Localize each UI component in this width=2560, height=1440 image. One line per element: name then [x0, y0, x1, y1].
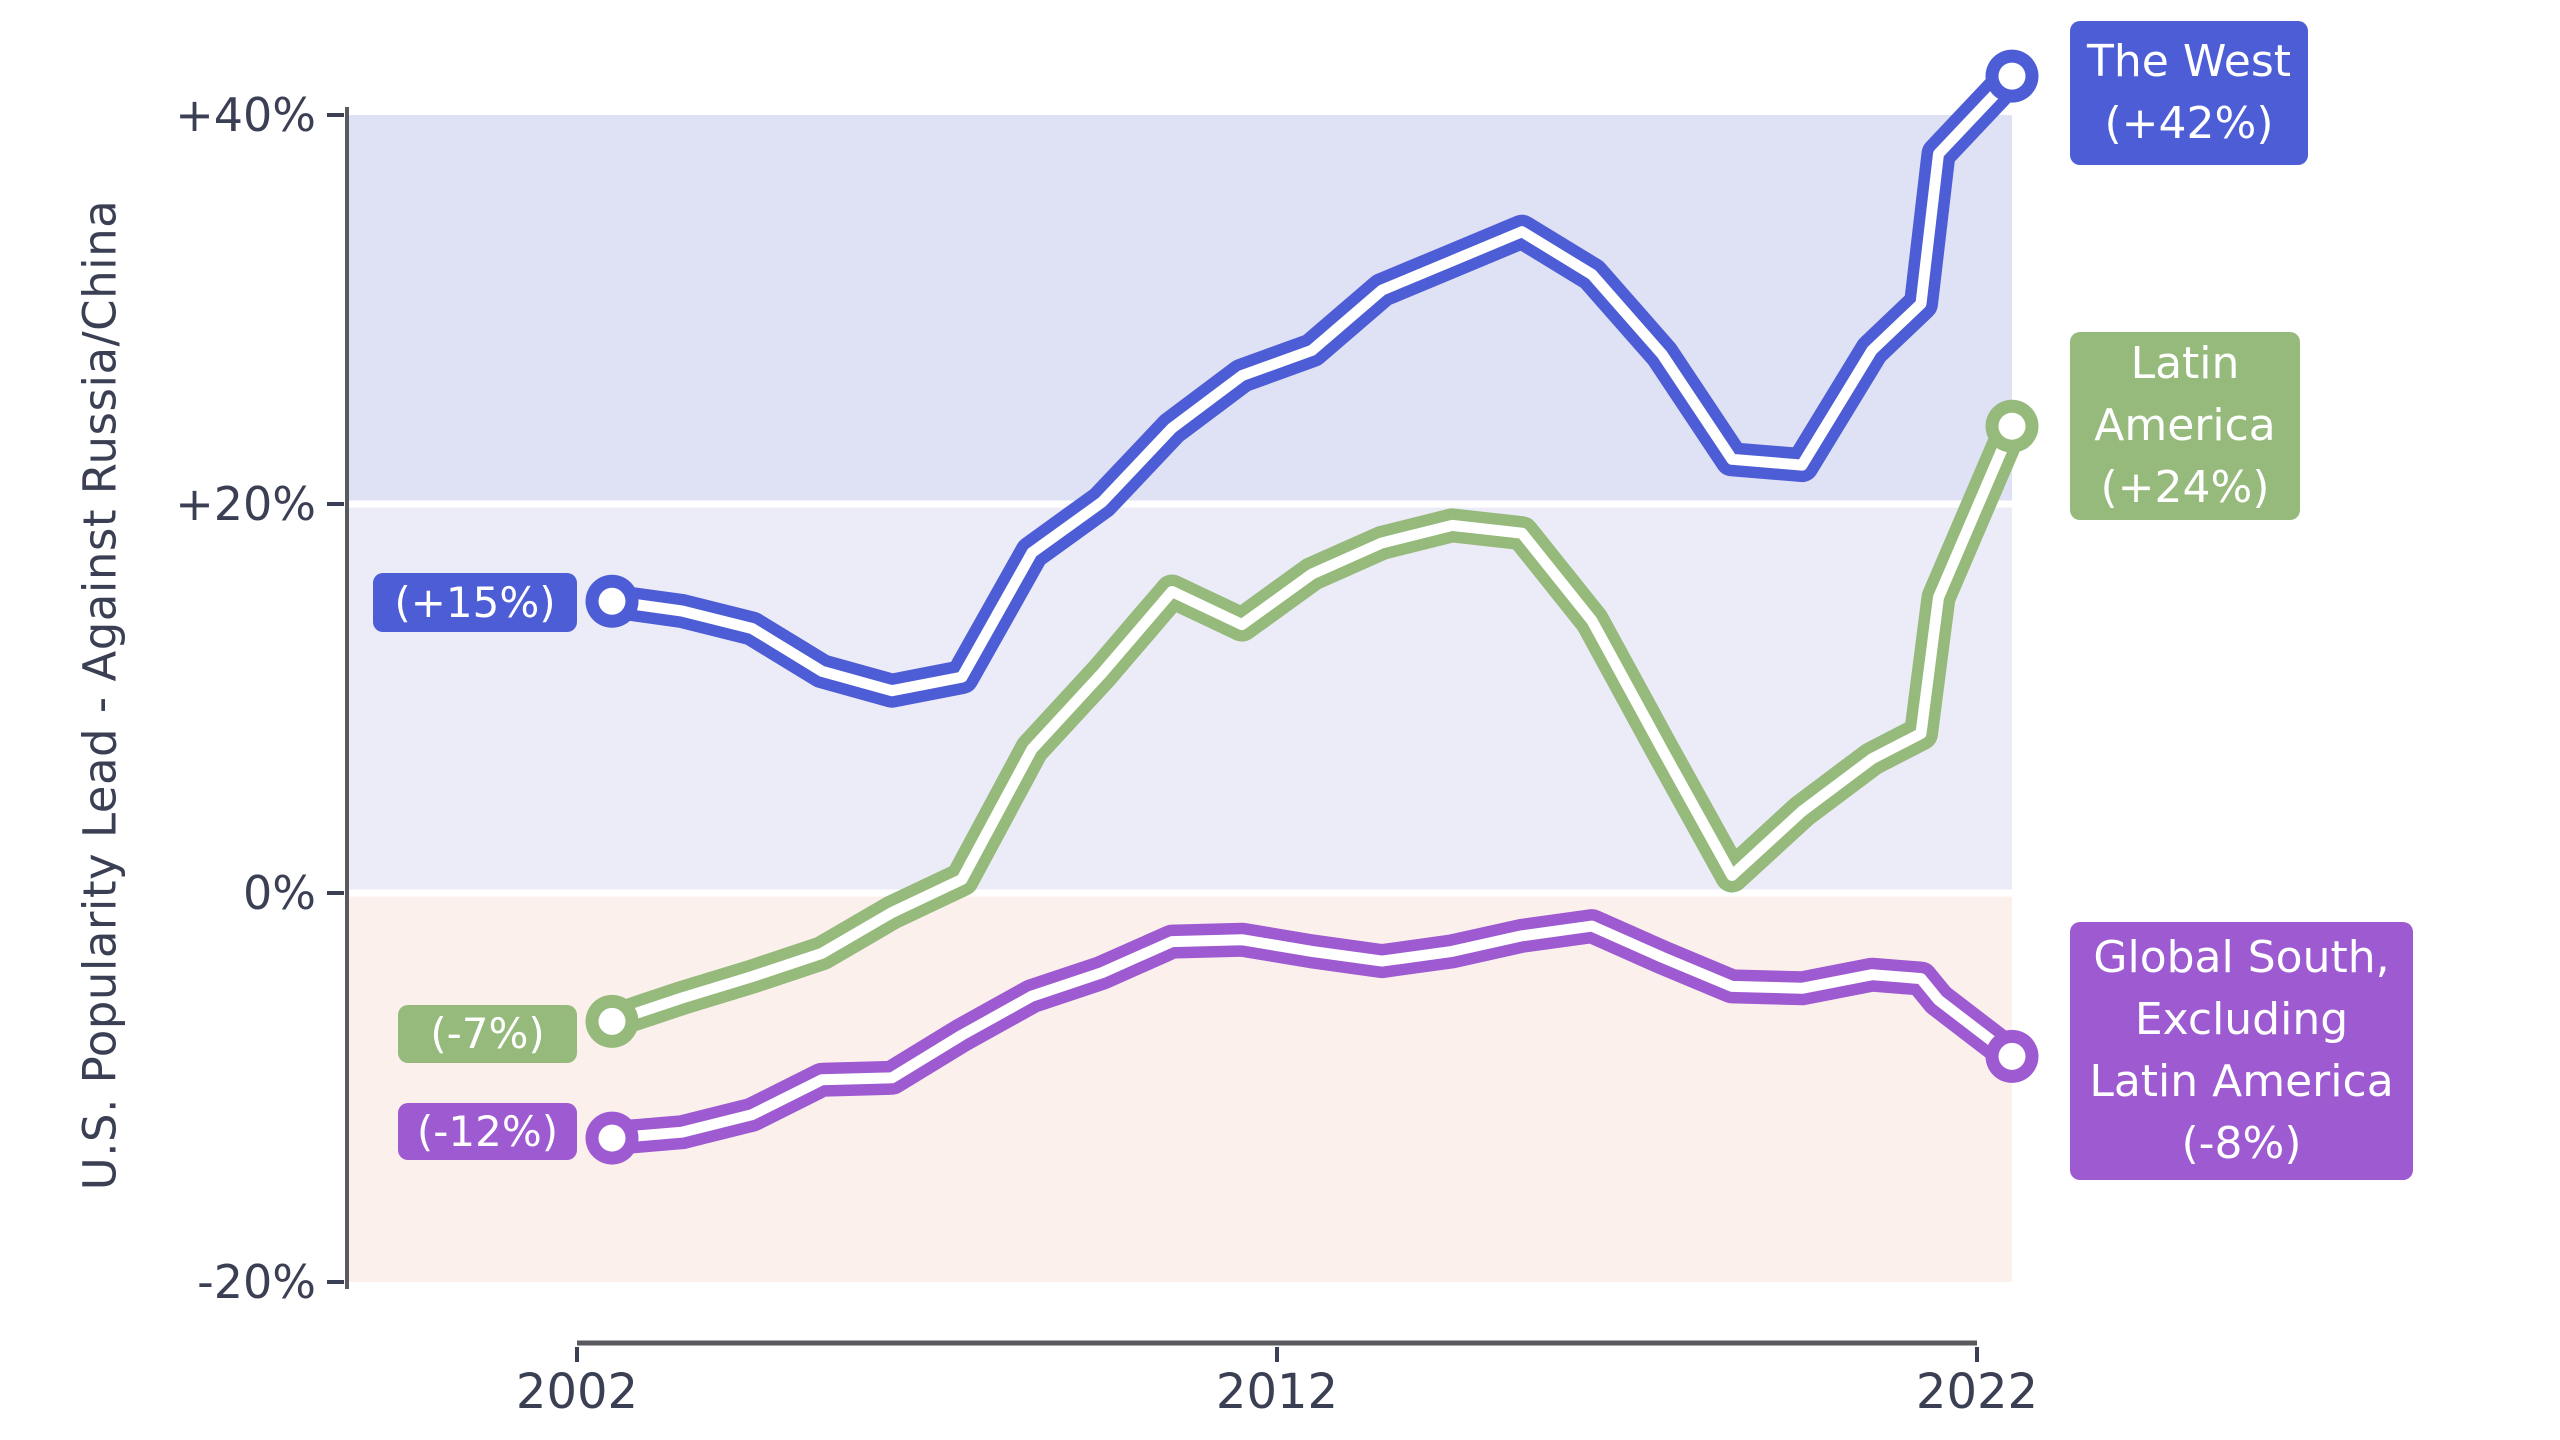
start-label-global-south: (-12%) [398, 1103, 577, 1160]
series-core-global-south-excluding-latin-america [606, 920, 2018, 1144]
end-label-global-south: Global South, Excluding Latin America (-… [2070, 922, 2413, 1180]
y-tick-label--20: -20% [197, 1255, 316, 1309]
start-label-the-west: (+15%) [373, 573, 577, 632]
marker-end-core-global-south-excluding-latin-america-icon [1998, 1042, 2026, 1070]
marker-start-core-the-west-icon [598, 587, 626, 615]
y-tick-label-0: 0% [243, 866, 316, 920]
marker-end-core-the-west-icon [1998, 62, 2026, 90]
end-label-latin-america: Latin America (+24%) [2070, 332, 2300, 520]
series-core-latin-america [606, 420, 2018, 1027]
start-label-latin-america: (-7%) [398, 1005, 577, 1063]
x-tick-label-2012: 2012 [1216, 1364, 1338, 1420]
x-tick-label-2002: 2002 [516, 1364, 638, 1420]
marker-end-core-latin-america-icon [1998, 412, 2026, 440]
marker-start-core-global-south-excluding-latin-america-icon [598, 1124, 626, 1152]
y-axis-title: U.S. Popularity Lead - Against Russia/Ch… [73, 199, 127, 1191]
end-label-the-west: The West (+42%) [2070, 21, 2308, 165]
series-core-the-west [606, 70, 2018, 697]
x-tick-label-2022: 2022 [1916, 1364, 2038, 1420]
y-tick-label-20: +20% [175, 477, 316, 531]
marker-start-core-latin-america-icon [598, 1007, 626, 1035]
band-0-to-20 [347, 504, 2012, 893]
y-tick-label-40: +40% [175, 88, 316, 142]
